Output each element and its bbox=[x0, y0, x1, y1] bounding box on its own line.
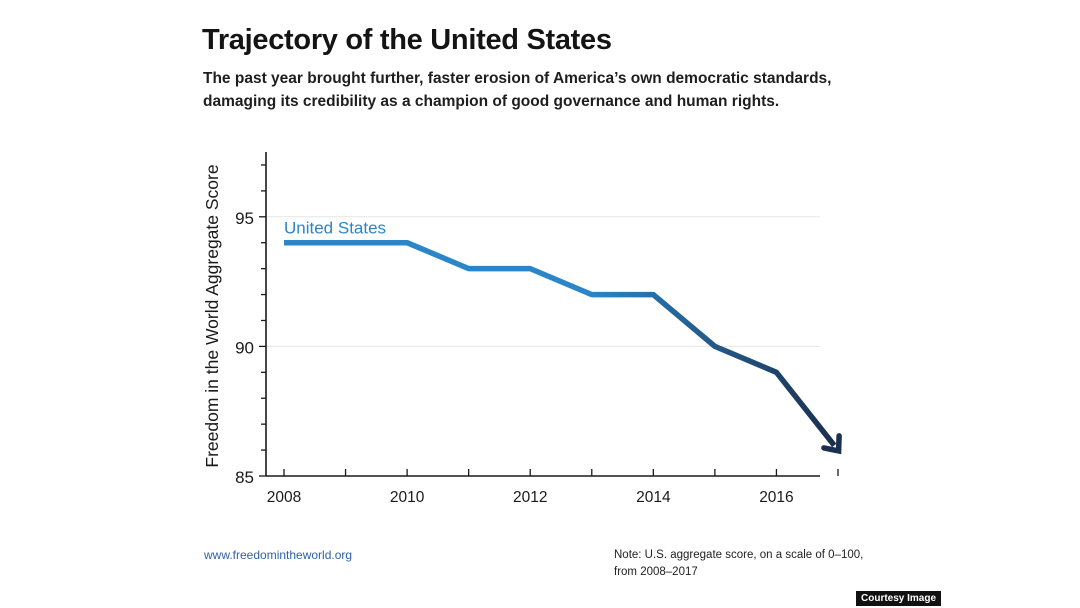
x-tick-label-2014: 2014 bbox=[636, 489, 671, 506]
x-tick-label-2012: 2012 bbox=[513, 489, 547, 506]
label-layer: 85 90 95 2008 2010 2012 2014 2016 Freedom in the… bbox=[202, 164, 794, 506]
series-label-united-states: United States bbox=[284, 219, 386, 238]
chart-note: Note: U.S. aggregate score, on a scale o… bbox=[614, 549, 864, 578]
grid-layer bbox=[266, 216, 820, 347]
y-tick-label-90: 90 bbox=[235, 338, 254, 357]
series-line-united-states bbox=[284, 239, 837, 448]
chart-title: Trajectory of the United States bbox=[202, 24, 612, 56]
series-arrowhead bbox=[821, 433, 842, 455]
chart-subtitle: The past year brought further, faster er… bbox=[203, 70, 832, 110]
y-tick-label-95: 95 bbox=[235, 209, 254, 228]
courtesy-badge: Courtesy Image bbox=[856, 591, 942, 606]
y-axis-label: Freedom in the World Aggregate Score bbox=[202, 164, 222, 467]
x-tick-label-2016: 2016 bbox=[759, 489, 793, 506]
y-tick-label-85: 85 bbox=[235, 468, 254, 487]
series-layer bbox=[284, 239, 842, 455]
x-tick-label-2010: 2010 bbox=[390, 489, 425, 506]
x-tick-label-2008: 2008 bbox=[267, 489, 301, 506]
axis-layer bbox=[259, 152, 839, 477]
source-url[interactable]: www.freedomintheworld.org bbox=[204, 548, 353, 562]
